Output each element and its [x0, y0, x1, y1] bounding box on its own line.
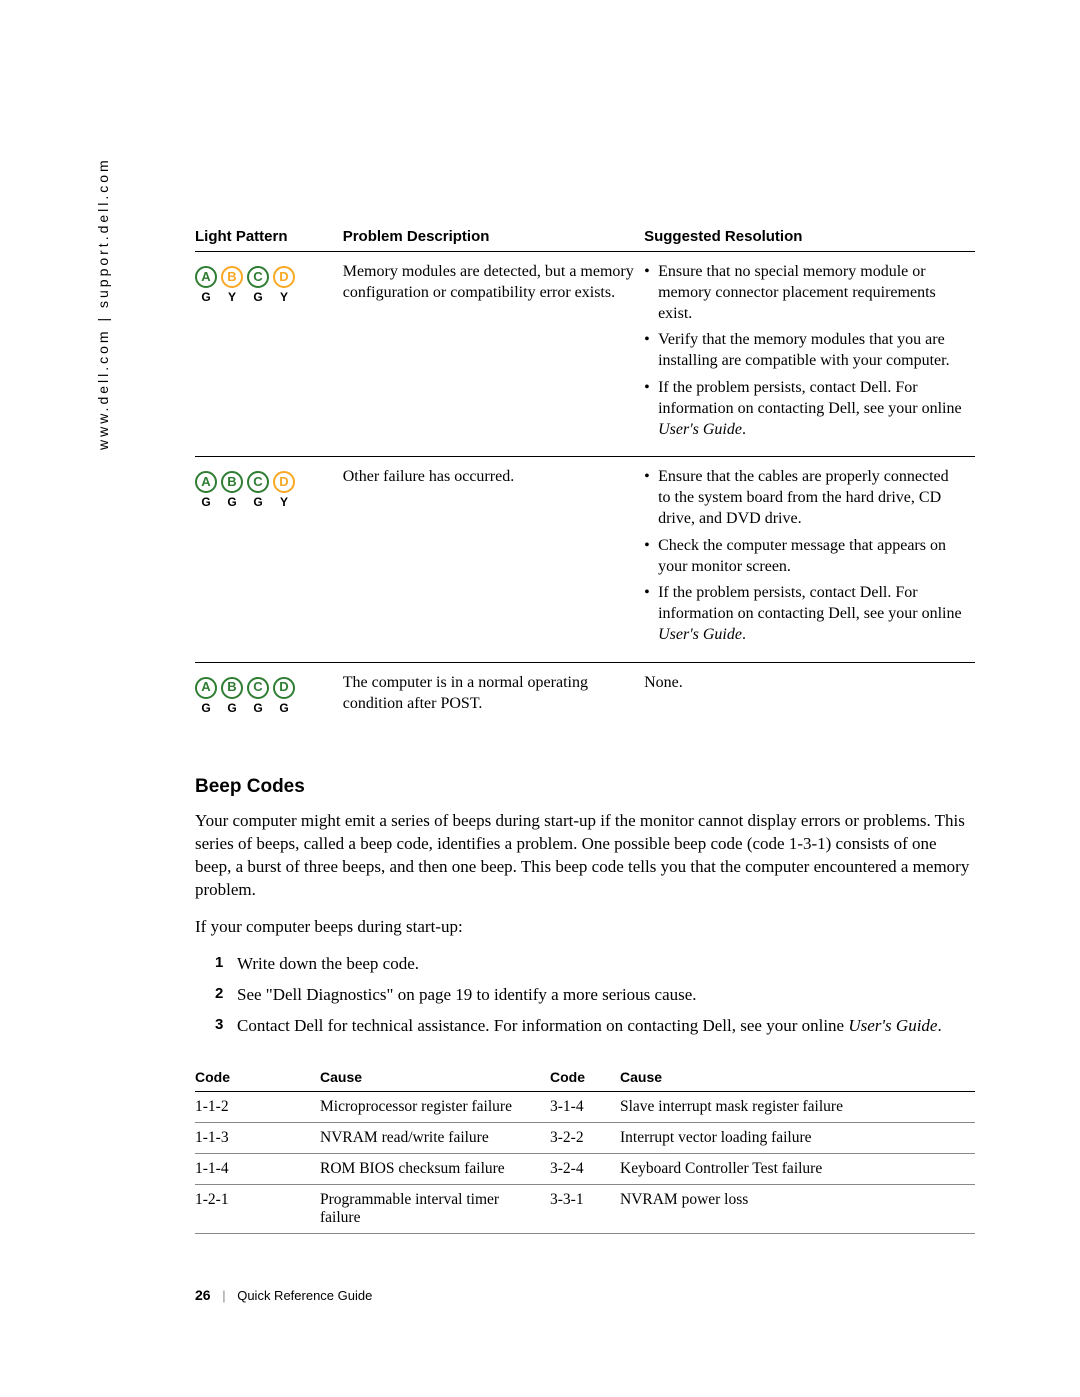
code-cell: 1-1-2: [195, 1091, 320, 1122]
code-cell: Keyboard Controller Test failure: [620, 1153, 975, 1184]
light-row: AGBYCGDYMemory modules are detected, but…: [195, 252, 975, 457]
light-state-label: G: [253, 495, 262, 511]
resolution-item: Check the computer message that appears …: [644, 536, 965, 578]
code-cell: Slave interrupt mask register failure: [620, 1091, 975, 1122]
light-state-label: G: [279, 701, 288, 717]
light-state-label: G: [253, 701, 262, 717]
resolution-item: Ensure that no special memory module or …: [644, 262, 965, 324]
diagnostic-light-icon: B: [221, 471, 243, 493]
footer-title: Quick Reference Guide: [237, 1288, 372, 1303]
th-resolution: Suggested Resolution: [644, 222, 975, 252]
beep-para2: If your computer beeps during start-up:: [195, 916, 975, 939]
th-code2: Code: [550, 1063, 620, 1092]
light-state-label: G: [227, 495, 236, 511]
step-item: Contact Dell for technical assistance. F…: [215, 1015, 975, 1038]
light-pattern-cell: AGBGCGDG: [195, 662, 343, 726]
th-cause1: Cause: [320, 1063, 550, 1092]
problem-cell: Memory modules are detected, but a memor…: [343, 252, 644, 457]
light-pattern-cell: AGBGCGDY: [195, 457, 343, 662]
code-cell: Interrupt vector loading failure: [620, 1122, 975, 1153]
diagnostic-light-icon: A: [195, 266, 217, 288]
resolution-item: If the problem persists, contact Dell. F…: [644, 583, 965, 645]
code-row: 1-1-4ROM BIOS checksum failure3-2-4Keybo…: [195, 1153, 975, 1184]
th-light-pattern: Light Pattern: [195, 222, 343, 252]
th-problem: Problem Description: [343, 222, 644, 252]
beep-steps: Write down the beep code. See "Dell Diagn…: [215, 953, 975, 1038]
light-state-label: Y: [280, 495, 288, 511]
problem-cell: The computer is in a normal operating co…: [343, 662, 644, 726]
beep-codes-heading: Beep Codes: [195, 776, 975, 798]
resolution-cell: Ensure that no special memory module or …: [644, 252, 975, 457]
code-row: 1-1-2Microprocessor register failure3-1-…: [195, 1091, 975, 1122]
problem-cell: Other failure has occurred.: [343, 457, 644, 662]
diagnostic-light-icon: D: [273, 471, 295, 493]
code-cell: 3-2-2: [550, 1122, 620, 1153]
resolution-item: Verify that the memory modules that you …: [644, 330, 965, 372]
code-cell: 3-1-4: [550, 1091, 620, 1122]
resolution-cell: None.: [644, 662, 975, 726]
light-row: AGBGCGDGThe computer is in a normal oper…: [195, 662, 975, 726]
code-cell: Microprocessor register failure: [320, 1091, 550, 1122]
light-state-label: G: [201, 290, 210, 306]
light-state-label: G: [201, 495, 210, 511]
light-row: AGBGCGDYOther failure has occurred.Ensur…: [195, 457, 975, 662]
side-url-text: www.dell.com | support.dell.com: [95, 157, 111, 450]
light-state-label: G: [201, 701, 210, 717]
light-state-label: Y: [228, 290, 236, 306]
light-state-label: G: [227, 701, 236, 717]
code-cell: 1-2-1: [195, 1184, 320, 1233]
beep-para1: Your computer might emit a series of bee…: [195, 810, 975, 902]
code-cell: 1-1-3: [195, 1122, 320, 1153]
code-cell: 3-3-1: [550, 1184, 620, 1233]
diagnostic-light-icon: D: [273, 677, 295, 699]
step-item: See "Dell Diagnostics" on page 19 to ide…: [215, 984, 975, 1007]
diagnostic-light-icon: C: [247, 677, 269, 699]
code-cell: NVRAM power loss: [620, 1184, 975, 1233]
diagnostic-light-icon: A: [195, 677, 217, 699]
diagnostic-light-icon: B: [221, 677, 243, 699]
light-state-label: G: [253, 290, 262, 306]
light-pattern-cell: AGBYCGDY: [195, 252, 343, 457]
beep-code-table: Code Cause Code Cause 1-1-2Microprocesso…: [195, 1063, 975, 1234]
page-number: 26: [195, 1287, 211, 1303]
resolution-item: If the problem persists, contact Dell. F…: [644, 378, 965, 440]
code-cell: NVRAM read/write failure: [320, 1122, 550, 1153]
code-cell: Programmable interval timer failure: [320, 1184, 550, 1233]
page-footer: 26 | Quick Reference Guide: [195, 1287, 372, 1303]
code-cell: ROM BIOS checksum failure: [320, 1153, 550, 1184]
resolution-item: Ensure that the cables are properly conn…: [644, 467, 965, 529]
diagnostic-light-icon: B: [221, 266, 243, 288]
code-row: 1-2-1Programmable interval timer failure…: [195, 1184, 975, 1233]
code-cell: 1-1-4: [195, 1153, 320, 1184]
diagnostic-light-icon: D: [273, 266, 295, 288]
th-cause2: Cause: [620, 1063, 975, 1092]
resolution-cell: Ensure that the cables are properly conn…: [644, 457, 975, 662]
diagnostic-light-icon: C: [247, 266, 269, 288]
light-state-label: Y: [280, 290, 288, 306]
diagnostic-light-icon: A: [195, 471, 217, 493]
footer-separator: |: [222, 1288, 225, 1303]
code-cell: 3-2-4: [550, 1153, 620, 1184]
step-item: Write down the beep code.: [215, 953, 975, 976]
code-row: 1-1-3NVRAM read/write failure3-2-2Interr…: [195, 1122, 975, 1153]
diagnostic-light-icon: C: [247, 471, 269, 493]
page-content: Light Pattern Problem Description Sugges…: [195, 222, 975, 1234]
light-pattern-table: Light Pattern Problem Description Sugges…: [195, 222, 975, 726]
th-code1: Code: [195, 1063, 320, 1092]
